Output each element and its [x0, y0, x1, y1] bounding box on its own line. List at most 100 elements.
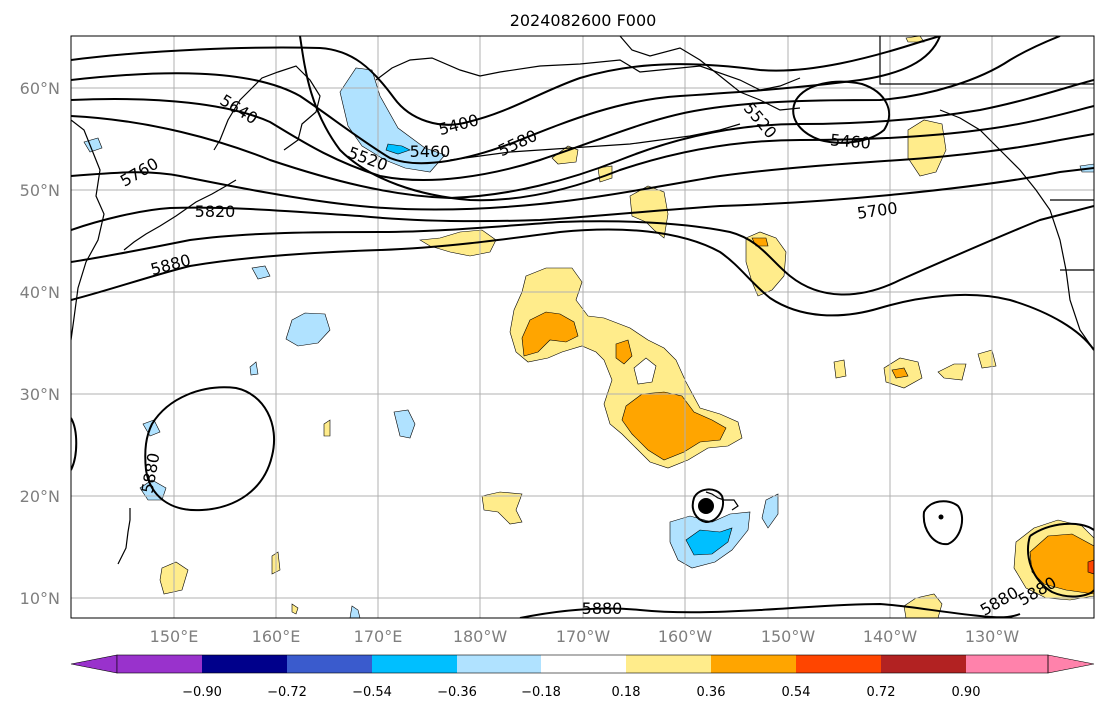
contour-line: [71, 79, 1094, 200]
contour-line: [299, 36, 1094, 202]
colorbar-segment: [966, 655, 1048, 673]
orange-area: [521, 311, 579, 357]
yellow-area: [833, 359, 847, 379]
lat-label: 60°N: [20, 79, 60, 98]
latitude-labels: 60°N 50°N 40°N 30°N 20°N 10°N: [20, 79, 60, 608]
kamchatka-coastline: [213, 65, 321, 151]
map-panel: 5640 5520 5460 5400 5580 5520 5460 5760 …: [70, 35, 1095, 619]
yellow-area: [323, 419, 331, 437]
colorbar-segment: [541, 655, 626, 673]
us-canada-border: [1050, 199, 1094, 271]
blue-area: [285, 312, 331, 347]
height-contours: [71, 36, 1094, 618]
lon-label: 180°W: [453, 627, 508, 646]
lat-label: 40°N: [20, 283, 60, 302]
closed-high-contour: [144, 386, 276, 512]
kuril-islands: [123, 179, 237, 251]
lon-label: 150°W: [761, 627, 816, 646]
closed-low-contour: [792, 80, 890, 144]
contour-label: 5460: [410, 142, 451, 161]
blue-core: [685, 527, 733, 556]
blue-area: [339, 67, 446, 173]
blue-area: [349, 605, 361, 618]
colorbar-segment: [711, 655, 796, 673]
colorbar-outline: [116, 654, 1049, 674]
lon-label: 170°E: [354, 627, 403, 646]
colorbar-tick-label: −0.18: [521, 685, 561, 700]
yellow-area: [419, 229, 497, 257]
mariana-islands: [117, 508, 131, 565]
yellow-area: [905, 36, 925, 43]
lat-label: 20°N: [20, 487, 60, 506]
lat-label: 30°N: [20, 385, 60, 404]
red-area: [1087, 559, 1094, 575]
yellow-area: [291, 603, 299, 615]
blue-area: [249, 361, 259, 376]
southern-contour: [519, 602, 1021, 618]
coastlines: [71, 36, 1094, 565]
hawaii-low-center: [698, 498, 714, 514]
blue-area: [142, 419, 161, 437]
contour-label: 5460: [829, 130, 871, 152]
colorbar-tick-label: 0.18: [612, 685, 641, 700]
contour-label: 5880: [582, 599, 623, 618]
lon-label: 170°W: [556, 627, 611, 646]
negative-anomaly-areas: [83, 67, 1094, 618]
hawaii-contour: [691, 488, 724, 524]
alaska-coastline: [619, 36, 801, 111]
blue-area: [393, 409, 416, 439]
colorbar-segment: [796, 655, 881, 673]
blue-core: [385, 143, 411, 155]
figure-title: 2024082600 F000: [510, 11, 657, 30]
edge-high-contour: [71, 417, 78, 471]
positive-anomaly-areas: [159, 36, 1094, 618]
graticule: [71, 36, 1094, 618]
lon-label: 140°W: [863, 627, 918, 646]
colorbar-tick-label: 0.54: [782, 685, 811, 700]
small-contour: [922, 500, 964, 546]
longitude-labels: 150°E 160°E 170°E 180°W 170°W 160°W 150°…: [150, 627, 1020, 646]
yellow-area: [745, 231, 787, 297]
contour-line: [71, 133, 1094, 211]
lat-label: 10°N: [20, 589, 60, 608]
colorbar-min-extend: [70, 654, 118, 674]
lon-label: 150°E: [150, 627, 199, 646]
aleutian-chain: [449, 123, 741, 161]
north-america-border: [879, 36, 1094, 85]
bering-coastline: [375, 57, 801, 91]
orange-area: [615, 339, 633, 365]
contour-line: [71, 36, 941, 126]
colorbar-tick-label: −0.90: [182, 685, 222, 700]
colorbar-tick-label: 0.90: [952, 685, 981, 700]
na-coastline: [939, 109, 1094, 351]
colorbar-segment: [881, 655, 966, 673]
yellow-area: [937, 363, 967, 381]
yellow-hole: [633, 357, 657, 385]
colorbar-segment: [287, 655, 372, 673]
se-contour: [1027, 522, 1094, 598]
colorbar-tick-label: −0.72: [267, 685, 307, 700]
colorbar-tick-label: −0.54: [352, 685, 392, 700]
lon-label: 130°W: [965, 627, 1020, 646]
colorbar-tick-label: −0.36: [437, 685, 477, 700]
map-frame: [70, 35, 1095, 619]
colorbar-segment: [372, 655, 457, 673]
lon-label: 160°W: [658, 627, 713, 646]
lat-label: 50°N: [20, 181, 60, 200]
contour-line: [71, 228, 1094, 351]
colorbar-segment: [117, 655, 202, 673]
colorbar-segment: [626, 655, 711, 673]
orange-area: [621, 391, 727, 461]
colorbar: −0.90 −0.72 −0.54 −0.36 −0.18 0.18 0.36 …: [70, 654, 1095, 700]
contour-label: 5820: [195, 202, 236, 221]
hawaii-islands: [705, 491, 739, 511]
yellow-area: [481, 491, 523, 525]
colorbar-max-extend: [1047, 654, 1095, 674]
lon-label: 160°E: [252, 627, 301, 646]
colorbar-segment: [457, 655, 541, 673]
blue-area: [251, 265, 271, 280]
colorbar-tick-label: 0.36: [697, 685, 726, 700]
contour-line: [71, 167, 1094, 231]
contour-line: [71, 205, 1094, 296]
